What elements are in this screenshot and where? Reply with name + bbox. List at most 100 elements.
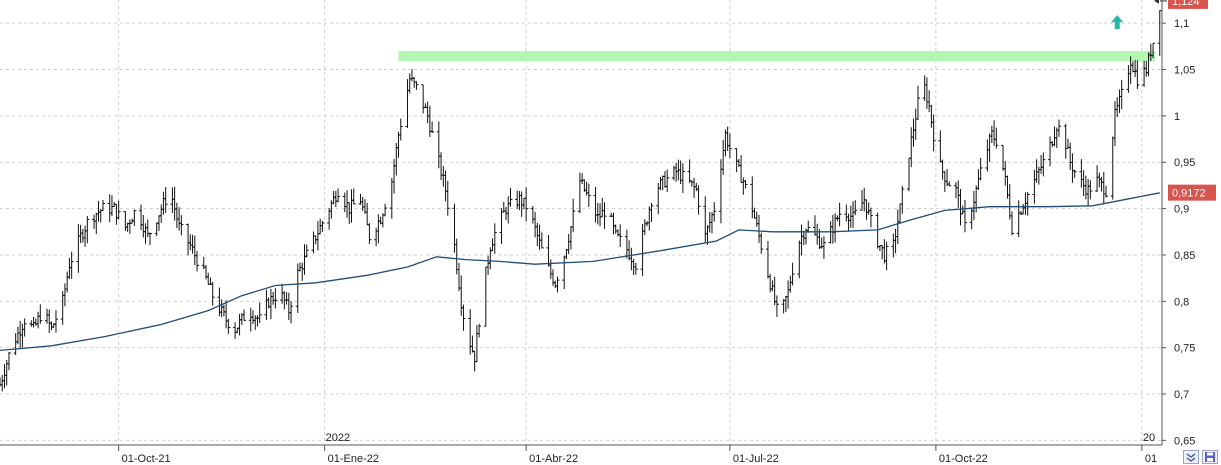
ohlc-bar <box>398 118 403 141</box>
ohlc-bar <box>100 200 105 212</box>
ohlc-bar <box>1104 185 1109 198</box>
ohlc-bar <box>649 202 654 223</box>
ohlc-bar <box>132 209 137 226</box>
ohlc-bar <box>743 179 748 189</box>
ohlc-bar <box>69 251 74 279</box>
x-tick-label: 01-Oct-22 <box>939 453 988 465</box>
ohlc-bar <box>1025 191 1030 216</box>
ohlc-bar <box>759 232 764 254</box>
last-price-label: 1,124 <box>1172 0 1200 8</box>
ohlc-bar <box>571 198 576 233</box>
y-tick-label: 1,1 <box>1174 18 1189 30</box>
ohlc-bar <box>602 202 607 229</box>
y-tick-label: 0,7 <box>1174 389 1189 401</box>
ohlc-bar <box>430 121 435 133</box>
ohlc-bar <box>524 187 529 222</box>
resistance-band <box>398 50 1156 62</box>
ohlc-bar <box>1009 211 1014 236</box>
x-tick-label: 01-Abr-22 <box>529 453 578 465</box>
ohlc-bar <box>806 220 811 233</box>
axes: 0,65 0,7 0,75 0,8 0,85 0,9 0,95 1 1,05 1,1 01-Oct-… <box>0 0 1195 465</box>
ohlc-bar <box>1135 60 1140 89</box>
ohlc-bar <box>367 223 372 244</box>
ohlc-bar <box>508 187 513 207</box>
ohlc-bar <box>351 188 356 205</box>
ohlc-bar <box>116 200 121 220</box>
ohlc-bar <box>6 352 11 371</box>
ohlc-bar <box>931 114 936 152</box>
y-tick-label: 1 <box>1174 111 1180 123</box>
last-price-arrow-icon <box>1154 0 1159 4</box>
ma-value-badge <box>1168 184 1216 201</box>
ohlc-bar <box>1157 10 1162 56</box>
ohlc-bar <box>1041 152 1046 177</box>
price-bars <box>0 10 1162 392</box>
ohlc-bar <box>477 323 482 338</box>
ohlc-bar <box>633 262 638 275</box>
ohlc-bar <box>445 180 450 216</box>
ohlc-bar <box>727 133 732 159</box>
ohlc-bar <box>22 318 27 337</box>
collapse-arrows-icon <box>1186 453 1196 462</box>
y-tick-label: 0,75 <box>1174 343 1195 355</box>
x-tick-label: 01 <box>1145 453 1157 465</box>
ohlc-bar <box>680 163 685 193</box>
ohlc-bar <box>210 281 215 306</box>
moving-average-line <box>0 192 1160 352</box>
ma-value-label: 0,9172 <box>1172 188 1206 200</box>
y-tick-label: 0,95 <box>1174 157 1195 169</box>
ohlc-bar <box>383 203 388 217</box>
ohlc-bar <box>1057 119 1062 137</box>
ohlc-bar <box>148 232 153 246</box>
ohlc-bar <box>53 310 58 333</box>
collapse-arrows-button[interactable] <box>1183 450 1199 464</box>
ohlc-bar <box>257 302 262 324</box>
ohlc-bar <box>85 215 90 244</box>
ohlc-bar <box>884 241 889 271</box>
ohlc-bar <box>38 304 43 324</box>
ohlc-bar <box>273 288 278 309</box>
year-marker-label: 20 <box>1143 432 1155 444</box>
y-tick-label: 0,85 <box>1174 250 1195 262</box>
ohlc-bar <box>226 318 231 334</box>
ohlc-bar <box>712 202 717 222</box>
ohlc-bar <box>618 224 623 247</box>
year-marker-label: 2022 <box>326 432 350 444</box>
ohlc-bar <box>821 236 826 259</box>
resistance-band-rect <box>398 50 1156 62</box>
x-tick-label: 01-Jul-22 <box>733 453 779 465</box>
ohlc-bar <box>195 250 200 272</box>
ohlc-bar <box>853 200 858 216</box>
ohlc-bar <box>179 215 184 236</box>
moving-average-path <box>0 192 1160 352</box>
ohlc-bar <box>586 183 591 207</box>
ohlc-bar <box>915 85 920 121</box>
ohlc-bar <box>994 127 999 149</box>
y-tick-label: 0,9 <box>1174 204 1189 216</box>
ohlc-bar <box>1088 180 1093 200</box>
ohlc-bar <box>978 157 983 181</box>
ohlc-bar <box>962 199 967 233</box>
gridlines <box>0 0 1162 445</box>
y-tick-label: 1,05 <box>1174 65 1195 77</box>
save-disk-icon <box>1205 452 1215 462</box>
x-tick-label: 01-Ene-22 <box>328 453 379 465</box>
ohlc-bar <box>1072 169 1077 178</box>
ohlc-bar <box>539 232 544 249</box>
ohlc-bar <box>947 181 952 187</box>
ohlc-bar <box>665 169 670 192</box>
ohlc-bar <box>555 276 560 293</box>
ohlc-bar <box>163 187 168 213</box>
ohlc-bar <box>837 202 842 227</box>
ohlc-bar <box>790 262 795 286</box>
save-button[interactable] <box>1202 450 1218 464</box>
ohlc-bar <box>414 81 419 90</box>
ohlc-bar <box>900 185 905 214</box>
y-tick-label: 0,65 <box>1174 435 1195 447</box>
y-tick-label: 0,8 <box>1174 296 1189 308</box>
up-arrow-icon <box>1111 15 1124 30</box>
ohlc-bar <box>1151 42 1156 59</box>
ohlc-bar <box>289 301 294 324</box>
